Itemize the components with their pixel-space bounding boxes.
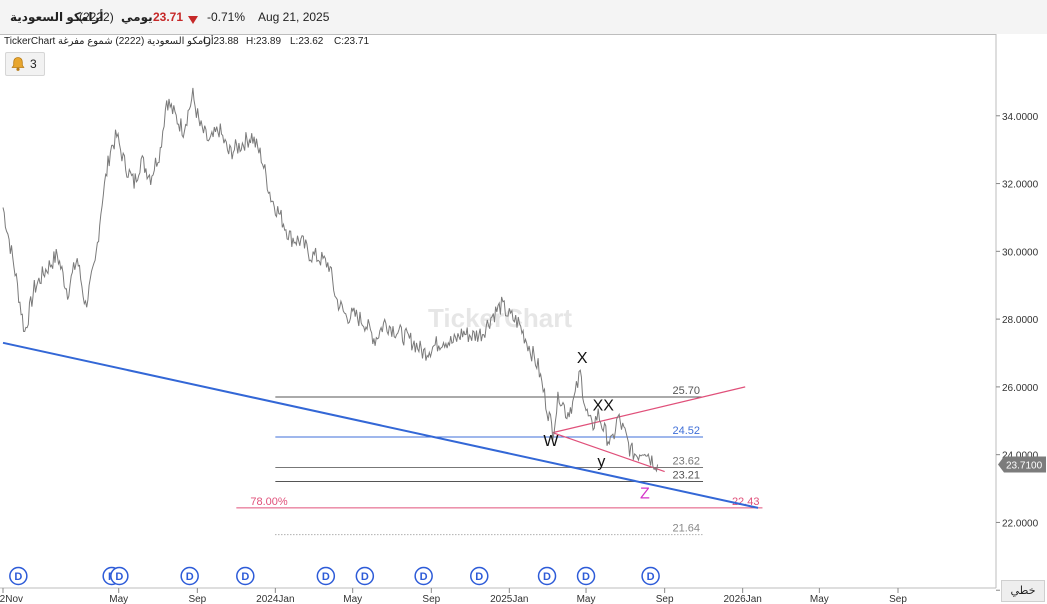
dividend-marker[interactable] — [537, 566, 557, 586]
period-label[interactable]: يومي — [121, 10, 153, 24]
trendlines — [2, 341, 759, 509]
price-line — [2, 87, 659, 473]
x-axis: 2022Nov May Sep 2024Jan May Sep 2025Jan May Sep 2… — [0, 587, 996, 604]
dividend-marker-label: D — [186, 571, 194, 583]
y-tick-label: 32.0000 — [1002, 180, 1039, 191]
header-bar: أرامكو السعودية (2222) يومي 23.71 -0.71%… — [0, 0, 1047, 35]
wave-label: X — [577, 350, 588, 367]
open-value: O:23.88 — [203, 36, 239, 47]
x-tick-label: 2025Jan — [490, 594, 528, 604]
chart-style-button[interactable]: خطي — [1001, 580, 1045, 602]
x-tick-label: May — [109, 594, 128, 604]
dividend-marker[interactable] — [110, 566, 129, 586]
dividend-markers: DPDDDDDDDDDD — [9, 566, 660, 586]
level-label: 24.52 — [672, 425, 700, 437]
source-label: TickerChart — [4, 36, 56, 47]
high-value: H:23.89 — [246, 36, 282, 47]
symbol-code: (2222) — [79, 10, 114, 24]
low-value: L:23.62 — [290, 36, 324, 47]
y-axis-panel — [996, 34, 1047, 604]
x-tick-label: Sep — [422, 594, 440, 604]
y-tick-label: 30.0000 — [1002, 247, 1039, 258]
level-label: 23.21 — [672, 469, 700, 481]
dividend-marker[interactable] — [641, 566, 660, 586]
y-tick-label: 22.0000 — [1002, 518, 1039, 529]
x-tick-label: May — [810, 594, 829, 604]
x-tick-label: May — [343, 594, 362, 604]
chart-description: أرامكو السعودية (2222) شموع مفرغة — [58, 36, 214, 47]
fib-label: 78.00% — [250, 496, 288, 508]
x-tick-label: 2022Nov — [0, 594, 23, 604]
alerts-badge[interactable]: 3 — [5, 52, 45, 76]
y-axis: 34.0000 32.0000 30.0000 28.0000 26.0000 24.00… — [995, 34, 1047, 604]
dividend-marker-label: D — [322, 571, 330, 583]
dividend-marker-label: D — [420, 571, 428, 583]
dividend-marker-label: D — [241, 571, 249, 583]
y-tick-label: 26.0000 — [1002, 383, 1039, 394]
channel-line — [552, 432, 665, 473]
dividend-marker[interactable] — [355, 566, 375, 586]
change-percent: -0.71% — [207, 10, 246, 24]
dividend-marker[interactable] — [576, 566, 596, 586]
dividend-marker[interactable] — [470, 566, 489, 586]
y-tick-label: 28.0000 — [1002, 315, 1039, 326]
wave-label: Z — [640, 486, 650, 503]
dividend-marker-label: D — [14, 571, 22, 583]
wave-label: XX — [593, 398, 615, 415]
last-price-label: 23.7100 — [1006, 460, 1043, 471]
channel-line — [552, 386, 746, 434]
info-bar: TickerChart أرامكو السعودية (2222) شموع … — [0, 35, 996, 48]
x-tick-label: Sep — [188, 594, 206, 604]
x-tick-label: 2026Jan — [723, 594, 761, 604]
company-name: أرامكو السعودية — [10, 10, 104, 24]
support-trendline — [2, 341, 759, 509]
wave-label: W — [543, 433, 559, 450]
dividend-marker-label: D — [475, 571, 483, 583]
y-tick-label: 34.0000 — [1002, 112, 1039, 123]
header-date: Aug 21, 2025 — [258, 10, 330, 24]
y-tick-label: 24.0000 — [1002, 451, 1039, 462]
alerts-count: 3 — [30, 57, 37, 71]
bell-icon — [11, 57, 25, 71]
dividend-marker-label: D — [582, 571, 590, 583]
dividend-marker[interactable] — [180, 566, 199, 586]
level-label: 22.43 — [732, 496, 760, 508]
x-tick-label: Sep — [889, 594, 907, 604]
watermark: TickerChart — [428, 303, 572, 333]
last-price-tag — [998, 456, 1046, 473]
wave-label: y — [597, 454, 605, 471]
dividend-marker[interactable] — [316, 566, 336, 586]
dividend-marker[interactable] — [9, 566, 28, 586]
x-tick-label: Sep — [656, 594, 674, 604]
dividend-marker-label: D — [361, 571, 369, 583]
price-series — [2, 87, 659, 473]
x-tick-label: May — [577, 594, 596, 604]
down-arrow-icon — [188, 12, 198, 26]
level-label: 21.64 — [672, 523, 700, 535]
dividend-marker[interactable] — [236, 566, 255, 586]
level-label: 23.62 — [672, 456, 700, 468]
level-label: 25.70 — [672, 385, 700, 397]
last-price: 23.71 — [153, 10, 184, 24]
x-tick-label: 2024Jan — [256, 594, 294, 604]
dividend-marker-label: D — [543, 571, 551, 583]
dividend-marker-label: D — [115, 571, 123, 583]
dividend-marker-label: D — [647, 571, 655, 583]
dividend-marker[interactable] — [414, 566, 433, 586]
close-value: C:23.71 — [334, 36, 370, 47]
